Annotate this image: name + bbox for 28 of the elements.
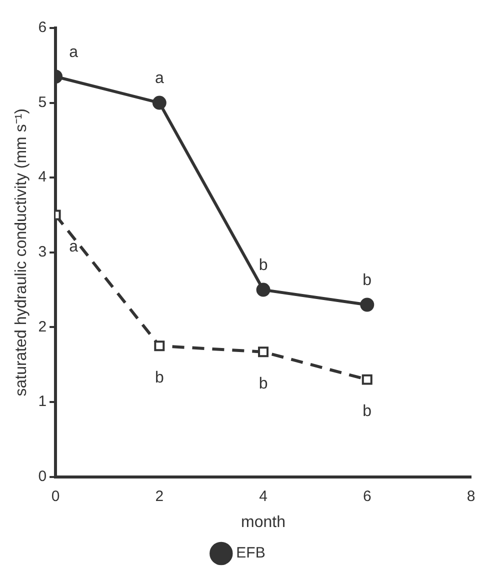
annotation: b xyxy=(362,402,372,420)
point xyxy=(362,374,372,385)
y-tick-label: 6 xyxy=(38,19,47,36)
point xyxy=(360,298,374,312)
y-tick-label: 4 xyxy=(38,168,47,186)
x-tick-label: 8 xyxy=(466,488,476,505)
annotation: b xyxy=(154,369,164,386)
annotation: a xyxy=(154,70,164,88)
annotation: b xyxy=(258,375,268,392)
x-tick-label: 6 xyxy=(362,488,372,505)
y-tick-label: 0 xyxy=(38,468,47,485)
legend-label: EFB xyxy=(236,544,266,562)
y-tick-label: 2 xyxy=(38,318,47,336)
annotation: b xyxy=(258,257,268,274)
point xyxy=(258,346,269,358)
y-tick-label: 5 xyxy=(38,94,47,111)
annotation: a xyxy=(69,44,78,62)
point xyxy=(256,282,270,297)
x-tick-label: 4 xyxy=(259,488,268,505)
y-tick-label: 3 xyxy=(38,244,47,261)
x-axis-title: month xyxy=(241,514,286,531)
x-tick-label: 2 xyxy=(155,488,164,505)
annotation: a xyxy=(69,238,78,256)
point xyxy=(154,340,165,352)
annotation: b xyxy=(362,272,372,290)
y-axis-title: saturated hydraulic conductivity (mm s⁻¹) xyxy=(13,108,30,396)
y-tick-label: 1 xyxy=(38,393,47,410)
x-tick-label: 0 xyxy=(51,488,60,505)
